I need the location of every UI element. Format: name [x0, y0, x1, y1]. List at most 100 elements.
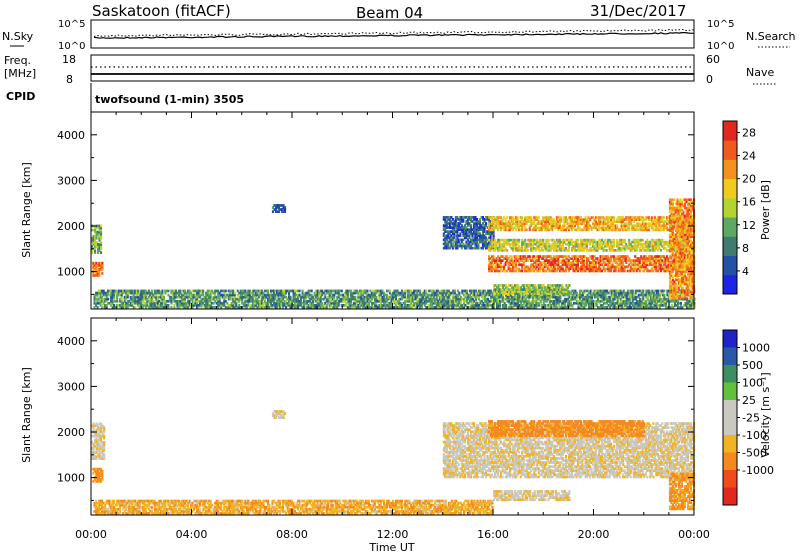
heatmap-cell: [209, 293, 212, 297]
heatmap-cell: [435, 301, 438, 305]
heatmap-cell: [496, 297, 499, 301]
heatmap-cell: [538, 304, 541, 307]
heatmap-cell: [144, 293, 147, 297]
heatmap-cell: [399, 301, 402, 305]
heatmap-cell: [298, 299, 301, 303]
heatmap-cell: [462, 289, 465, 293]
heatmap-cell: [529, 295, 532, 299]
heatmap-cell: [524, 299, 527, 303]
noise-left-label: N.Sky: [2, 30, 34, 43]
heatmap-cell: [410, 291, 413, 295]
heatmap-cell: [645, 299, 648, 303]
heatmap-cell: [91, 228, 94, 232]
heatmap-cell: [101, 261, 104, 265]
heatmap-cell: [274, 289, 277, 293]
heatmap-cell: [425, 289, 428, 293]
heatmap-cell: [606, 306, 609, 309]
heatmap-cell: [557, 301, 560, 305]
heatmap-cell: [232, 291, 235, 295]
heatmap-cell: [482, 297, 485, 301]
heatmap-cell: [319, 297, 322, 301]
heatmap-cell: [92, 263, 95, 267]
heatmap-cell: [147, 306, 150, 309]
heatmap-cell: [248, 293, 251, 297]
heatmap-cell: [358, 293, 361, 297]
heatmap-cell: [447, 244, 450, 248]
heatmap-cell: [395, 304, 398, 307]
heatmap-cell: [595, 289, 598, 293]
heatmap-cell: [143, 293, 146, 297]
heatmap-cell: [129, 301, 132, 305]
heatmap-cell: [111, 301, 114, 305]
heatmap-cell: [557, 297, 560, 301]
heatmap-cell: [100, 247, 103, 250]
heatmap-cell: [275, 306, 278, 309]
heatmap-cell: [367, 295, 370, 299]
heatmap-cell: [214, 299, 217, 303]
heatmap-cell: [487, 291, 490, 295]
heatmap-cell: [606, 299, 609, 303]
heatmap-cell: [595, 301, 598, 305]
heatmap-cell: [592, 291, 595, 295]
heatmap-cell: [325, 291, 328, 295]
heatmap-cell: [251, 297, 254, 301]
heatmap-cell: [235, 304, 238, 307]
heatmap-cell: [419, 304, 422, 307]
heatmap-cell: [373, 306, 376, 309]
heatmap-cell: [104, 291, 107, 295]
heatmap-cell: [578, 304, 581, 307]
heatmap-cell: [455, 297, 458, 301]
heatmap-cell: [226, 301, 229, 305]
heatmap-cell: [530, 304, 533, 307]
heatmap-cell: [578, 295, 581, 299]
heatmap-cell: [271, 293, 274, 297]
heatmap-cell: [250, 291, 253, 295]
heatmap-cell: [447, 304, 450, 307]
heatmap-cell: [91, 241, 94, 244]
heatmap-cell: [490, 299, 493, 303]
heatmap-cell: [462, 299, 465, 303]
heatmap-cell: [125, 291, 128, 295]
heatmap-cell: [625, 304, 628, 307]
heatmap-cell: [673, 299, 676, 303]
heatmap-cell: [123, 299, 126, 303]
heatmap-cell: [366, 299, 369, 303]
heatmap-cell: [595, 299, 598, 303]
heatmap-cell: [378, 293, 381, 297]
heatmap-cell: [229, 306, 232, 309]
heatmap-cell: [224, 306, 227, 309]
heatmap-cell: [170, 299, 173, 303]
heatmap-cell: [220, 306, 223, 309]
heatmap-cell: [476, 306, 479, 309]
heatmap-cell: [423, 297, 426, 301]
heatmap-cell: [367, 304, 370, 307]
heatmap-cell: [610, 304, 613, 307]
heatmap-cell: [99, 304, 102, 307]
heatmap-cell: [123, 297, 126, 301]
heatmap-cell: [588, 295, 591, 299]
heatmap-cell: [462, 297, 465, 301]
heatmap-cell: [575, 291, 578, 295]
heatmap-cell: [404, 299, 407, 303]
heatmap-cell: [96, 291, 99, 295]
heatmap-cell: [488, 301, 491, 305]
heatmap-cell: [586, 301, 589, 305]
heatmap-cell: [393, 289, 396, 293]
heatmap-cell: [199, 299, 202, 303]
heatmap-cell: [484, 293, 487, 297]
heatmap-cell: [301, 301, 304, 305]
heatmap-cell: [254, 291, 257, 295]
heatmap-cell: [396, 293, 399, 297]
heatmap-cell: [440, 289, 443, 293]
heatmap-cell: [150, 304, 153, 307]
heatmap-cell: [372, 301, 375, 305]
heatmap-cell: [612, 297, 615, 301]
heatmap-cell: [152, 295, 155, 299]
heatmap-cell: [612, 293, 615, 297]
heatmap-cell: [99, 301, 102, 305]
heatmap-cell: [254, 293, 257, 297]
heatmap-cell: [102, 306, 105, 309]
heatmap-cell: [277, 208, 280, 211]
heatmap-cell: [119, 304, 122, 307]
heatmap-cell: [634, 297, 637, 301]
